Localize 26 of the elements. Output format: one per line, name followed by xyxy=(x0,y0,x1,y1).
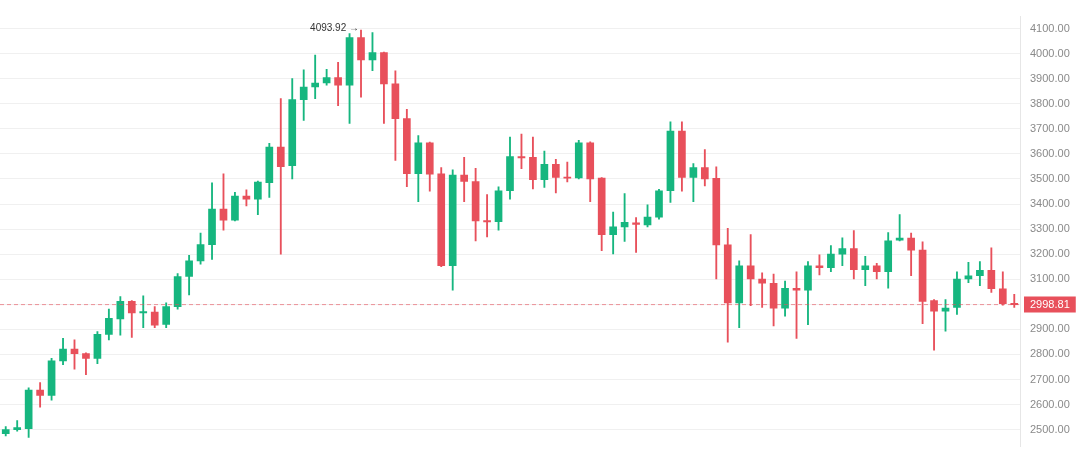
y-tick-label: 2600.00 xyxy=(1030,397,1070,410)
y-tick-label: 4000.00 xyxy=(1030,46,1070,59)
ref-line-label: 2998.81 xyxy=(1030,297,1070,310)
y-tick-label: 2700.00 xyxy=(1030,372,1070,385)
candlestick xyxy=(483,194,491,238)
candlestick xyxy=(632,217,640,253)
y-tick-label: 2500.00 xyxy=(1030,422,1070,435)
y-tick-label: 3900.00 xyxy=(1030,71,1070,84)
candlestick xyxy=(563,161,572,183)
y-tick-label: 2800.00 xyxy=(1030,347,1070,360)
candlestick xyxy=(1010,293,1019,308)
y-tick-label: 3200.00 xyxy=(1030,247,1070,260)
y-tick-label: 3500.00 xyxy=(1030,172,1070,185)
y-tick-label: 3600.00 xyxy=(1030,146,1070,159)
y-tick-label: 4100.00 xyxy=(1030,21,1070,34)
y-tick-label: 3100.00 xyxy=(1030,272,1070,285)
y-tick-label: 3400.00 xyxy=(1030,197,1070,210)
candlestick xyxy=(139,295,148,328)
y-tick-label: 3800.00 xyxy=(1030,96,1070,109)
y-tick-label: 2900.00 xyxy=(1030,322,1070,335)
candlestick xyxy=(276,98,285,255)
y-tick-label: 3700.00 xyxy=(1030,121,1070,134)
candlestick xyxy=(460,157,468,202)
y-tick-label: 3300.00 xyxy=(1030,222,1070,235)
candlestick xyxy=(758,272,766,308)
annotation: 4093.92 → xyxy=(310,21,360,33)
